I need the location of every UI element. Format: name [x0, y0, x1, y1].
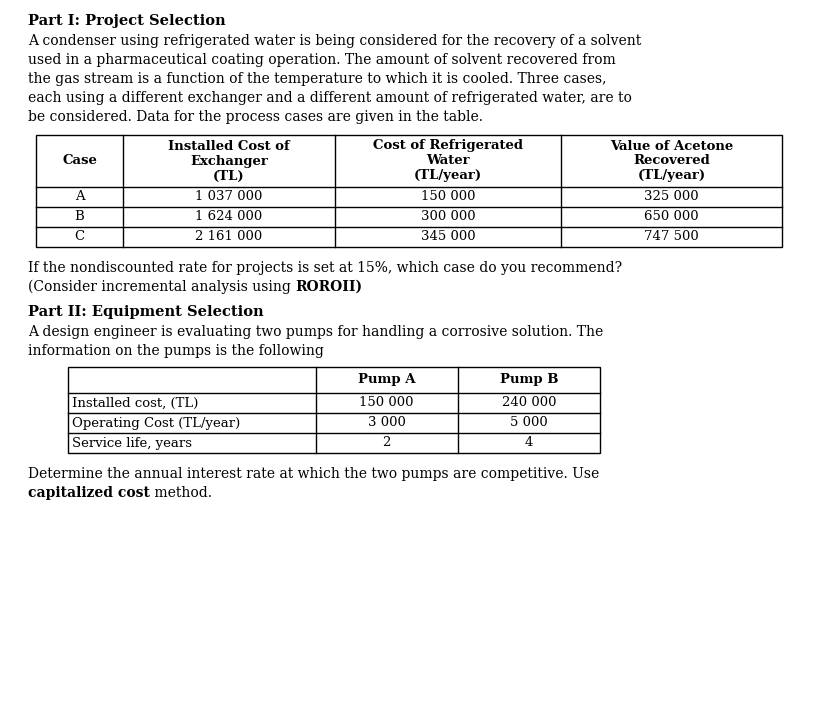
Text: be considered. Data for the process cases are given in the table.: be considered. Data for the process case… — [28, 110, 483, 124]
Text: capitalized cost: capitalized cost — [28, 486, 150, 500]
Text: ROROII): ROROII) — [295, 280, 362, 294]
Text: If the nondiscounted rate for projects is set at 15%, which case do you recommen: If the nondiscounted rate for projects i… — [28, 261, 622, 275]
Text: Value of Acetone
Recovered
(TL/year): Value of Acetone Recovered (TL/year) — [610, 139, 733, 183]
Text: Installed Cost of
Exchanger
(TL): Installed Cost of Exchanger (TL) — [169, 139, 290, 183]
Text: Operating Cost (TL/year): Operating Cost (TL/year) — [72, 416, 240, 429]
Text: Pump A: Pump A — [358, 373, 416, 387]
Bar — [36, 135, 782, 247]
Text: Service life, years: Service life, years — [72, 436, 192, 449]
Text: 150 000: 150 000 — [421, 191, 475, 203]
Text: A condenser using refrigerated water is being considered for the recovery of a s: A condenser using refrigerated water is … — [28, 34, 641, 48]
Text: 650 000: 650 000 — [645, 211, 699, 224]
Text: 325 000: 325 000 — [645, 191, 699, 203]
Text: 4: 4 — [524, 436, 533, 449]
Text: Part I: Project Selection: Part I: Project Selection — [28, 14, 226, 28]
Text: 2 161 000: 2 161 000 — [196, 231, 263, 244]
Text: 240 000: 240 000 — [501, 396, 556, 410]
Text: Part II: Equipment Selection: Part II: Equipment Selection — [28, 305, 263, 319]
Text: 2: 2 — [383, 436, 391, 449]
Text: Case: Case — [62, 155, 97, 168]
Text: 150 000: 150 000 — [359, 396, 414, 410]
Text: used in a pharmaceutical coating operation. The amount of solvent recovered from: used in a pharmaceutical coating operati… — [28, 53, 616, 67]
Text: 5 000: 5 000 — [510, 416, 548, 429]
Text: information on the pumps is the following: information on the pumps is the followin… — [28, 344, 324, 358]
Text: 300 000: 300 000 — [421, 211, 475, 224]
Text: 1 624 000: 1 624 000 — [196, 211, 263, 224]
Text: the gas stream is a function of the temperature to which it is cooled. Three cas: the gas stream is a function of the temp… — [28, 72, 606, 86]
Text: each using a different exchanger and a different amount of refrigerated water, a: each using a different exchanger and a d… — [28, 91, 631, 105]
Bar — [68, 367, 600, 453]
Text: B: B — [74, 211, 84, 224]
Text: 1 037 000: 1 037 000 — [196, 191, 263, 203]
Text: (Consider incremental analysis using: (Consider incremental analysis using — [28, 280, 295, 294]
Text: Installed cost, (TL): Installed cost, (TL) — [72, 396, 199, 410]
Text: Cost of Refrigerated
Water
(TL/year): Cost of Refrigerated Water (TL/year) — [373, 139, 524, 183]
Text: C: C — [74, 231, 84, 244]
Text: 345 000: 345 000 — [421, 231, 475, 244]
Text: Pump B: Pump B — [500, 373, 558, 387]
Text: 3 000: 3 000 — [368, 416, 406, 429]
Text: 747 500: 747 500 — [645, 231, 699, 244]
Text: Determine the annual interest rate at which the two pumps are competitive. Use: Determine the annual interest rate at wh… — [28, 467, 600, 481]
Text: method.: method. — [150, 486, 212, 500]
Text: A design engineer is evaluating two pumps for handling a corrosive solution. The: A design engineer is evaluating two pump… — [28, 325, 603, 339]
Text: A: A — [74, 191, 84, 203]
